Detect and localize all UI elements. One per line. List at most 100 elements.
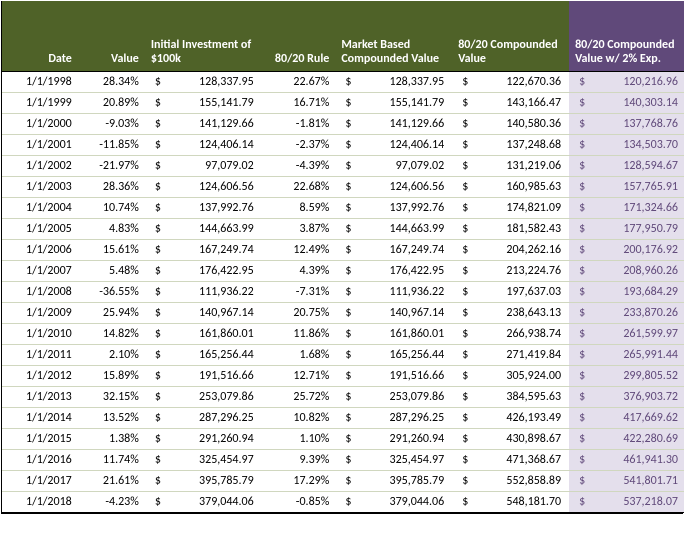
cell-8020-compounded: $266,938.74 [452,323,569,344]
amount: 141,129.66 [390,117,445,131]
cell-value: 11.74% [78,449,145,470]
cell-value: -21.97% [78,155,145,176]
amount: 191,516.66 [199,369,254,383]
amount: 128,337.95 [390,75,445,89]
cell-value: -9.03% [78,113,145,134]
cell-8020-rule: -7.31% [262,281,336,302]
amount: 137,992.76 [199,201,254,215]
cell-8020-compounded-expense: $422,280.69 [569,428,684,449]
currency-symbol: $ [155,432,161,446]
investment-table: Date Value Initial Investment of $100k 8… [2,1,684,513]
currency-symbol: $ [579,348,585,362]
cell-8020-rule: 3.87% [262,218,336,239]
cell-8020-compounded: $122,670.36 [452,71,569,92]
cell-8020-rule: 17.29% [262,470,336,491]
currency-symbol: $ [462,138,468,152]
cell-date: 1/1/2007 [2,260,78,281]
cell-date: 1/1/2014 [2,407,78,428]
cell-initial-investment: $325,454.97 [145,449,262,470]
cell-8020-rule: 11.86% [262,323,336,344]
cell-8020-compounded-expense: $137,768.76 [569,113,684,134]
amount: 124,406.14 [390,138,445,152]
amount: 291,260.94 [199,432,254,446]
currency-symbol: $ [345,348,351,362]
currency-symbol: $ [345,117,351,131]
amount: 213,224.76 [506,264,561,278]
table-row: 1/1/201215.89%$191,516.6612.71%$191,516.… [2,365,684,386]
cell-8020-compounded: $143,166.47 [452,92,569,113]
cell-market-compounded: $124,406.14 [335,134,452,155]
cell-market-compounded: $97,079.02 [335,155,452,176]
cell-8020-compounded-expense: $128,594.67 [569,155,684,176]
cell-date: 1/1/2000 [2,113,78,134]
table-row: 1/1/200410.74%$137,992.768.59%$137,992.7… [2,197,684,218]
amount: 287,296.25 [199,411,254,425]
currency-symbol: $ [345,222,351,236]
table-body: 1/1/199828.34%$128,337.9522.67%$128,337.… [2,71,684,512]
cell-8020-compounded-expense: $140,303.14 [569,92,684,113]
amount: 422,280.69 [623,432,678,446]
cell-market-compounded: $191,516.66 [335,365,452,386]
table-row: 1/1/199920.89%$155,141.7916.71%$155,141.… [2,92,684,113]
currency-symbol: $ [155,411,161,425]
cell-initial-investment: $111,936.22 [145,281,262,302]
cell-value: -4.23% [78,491,145,512]
amount: 155,141.79 [199,96,254,110]
amount: 426,193.49 [506,411,561,425]
cell-date: 1/1/2006 [2,239,78,260]
currency-symbol: $ [462,201,468,215]
currency-symbol: $ [155,201,161,215]
cell-initial-investment: $137,992.76 [145,197,262,218]
currency-symbol: $ [345,411,351,425]
cell-8020-compounded-expense: $541,801.71 [569,470,684,491]
amount: 200,176.92 [623,243,678,257]
cell-8020-rule: 20.75% [262,302,336,323]
amount: 140,967.14 [390,306,445,320]
currency-symbol: $ [155,180,161,194]
table-row: 1/1/201014.82%$161,860.0111.86%$161,860.… [2,323,684,344]
amount: 177,950.79 [623,222,678,236]
cell-value: 15.61% [78,239,145,260]
cell-8020-compounded-expense: $177,950.79 [569,218,684,239]
amount: 111,936.22 [390,285,445,299]
cell-8020-rule: 16.71% [262,92,336,113]
amount: 128,594.67 [623,159,678,173]
table-row: 1/1/200328.36%$124,606.5622.68%$124,606.… [2,176,684,197]
amount: 291,260.94 [390,432,445,446]
amount: 140,967.14 [199,306,254,320]
amount: 265,991.44 [623,348,678,362]
amount: 376,903.72 [623,390,678,404]
table-row: 1/1/201332.15%$253,079.8625.72%$253,079.… [2,386,684,407]
amount: 140,580.36 [506,117,561,131]
amount: 167,249.74 [199,243,254,257]
cell-date: 1/1/2010 [2,323,78,344]
cell-8020-rule: -1.81% [262,113,336,134]
amount: 140,303.14 [623,96,678,110]
amount: 143,166.47 [506,96,561,110]
cell-8020-rule: 22.67% [262,71,336,92]
currency-symbol: $ [345,432,351,446]
cell-initial-investment: $140,967.14 [145,302,262,323]
currency-symbol: $ [462,432,468,446]
currency-symbol: $ [579,495,585,509]
amount: 128,337.95 [199,75,254,89]
cell-initial-investment: $191,516.66 [145,365,262,386]
cell-date: 1/1/2012 [2,365,78,386]
table-row: 1/1/201611.74%$325,454.979.39%$325,454.9… [2,449,684,470]
cell-value: 5.48% [78,260,145,281]
cell-8020-compounded-expense: $417,669.62 [569,407,684,428]
currency-symbol: $ [579,201,585,215]
table-row: 1/1/200925.94%$140,967.1420.75%$140,967.… [2,302,684,323]
amount: 471,368.67 [506,453,561,467]
amount: 124,606.56 [199,180,254,194]
amount: 266,938.74 [506,327,561,341]
cell-initial-investment: $141,129.66 [145,113,262,134]
currency-symbol: $ [155,327,161,341]
amount: 111,936.22 [199,285,254,299]
cell-value: 20.89% [78,92,145,113]
cell-value: 28.36% [78,176,145,197]
currency-symbol: $ [462,285,468,299]
cell-initial-investment: $395,785.79 [145,470,262,491]
cell-8020-compounded-expense: $134,503.70 [569,134,684,155]
amount: 160,985.63 [506,180,561,194]
